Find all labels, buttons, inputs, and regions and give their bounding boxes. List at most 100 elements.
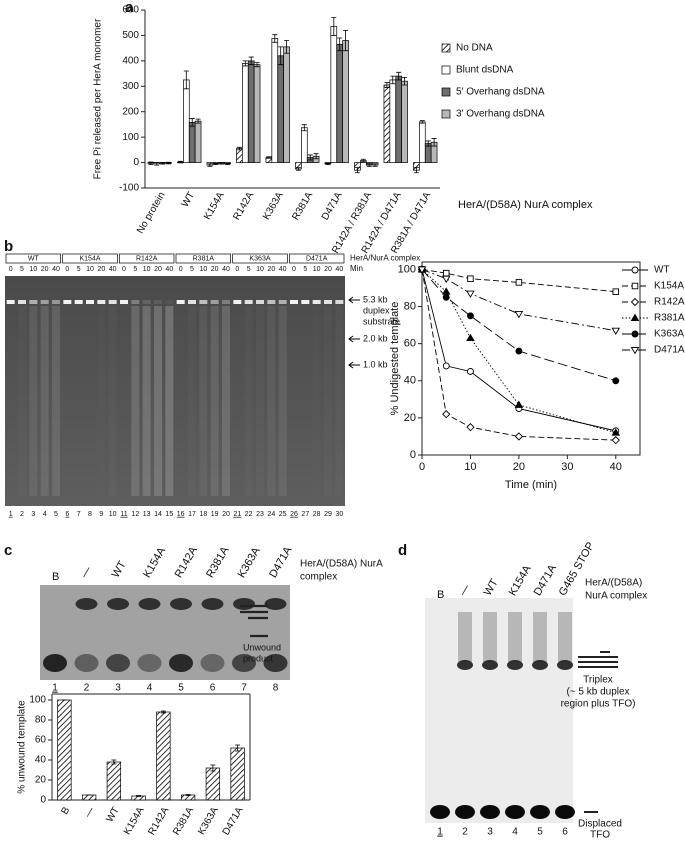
- legend-label: K363A: [654, 329, 684, 340]
- time-label: 5: [133, 266, 137, 273]
- bar: [277, 55, 285, 163]
- gel-band: [86, 300, 94, 304]
- size-marker: 5.3 kb: [363, 294, 388, 304]
- marker: [515, 279, 523, 286]
- bar: [395, 75, 403, 163]
- time-label: 20: [267, 266, 275, 273]
- marker: [611, 327, 621, 336]
- lane-number: 1: [52, 683, 58, 694]
- gel-band: [201, 598, 224, 610]
- gel-band: [169, 654, 193, 672]
- gel-band: [507, 660, 523, 670]
- time-label: 0: [292, 266, 296, 273]
- time-label: 0: [235, 266, 239, 273]
- x-tick-label: 30: [561, 461, 573, 473]
- arrow: [348, 296, 360, 304]
- gel-band: [107, 598, 129, 610]
- legend-label: R381A: [654, 313, 685, 324]
- lane-number: 3: [31, 511, 35, 518]
- lane-header: B: [52, 571, 59, 583]
- gel-smear: [52, 306, 60, 496]
- y-tick-label: 60: [35, 735, 47, 746]
- marker: [611, 428, 621, 436]
- lane-number: 6: [65, 511, 69, 518]
- error-bar: [248, 56, 254, 66]
- gel-band: [267, 300, 276, 304]
- error-bar: [354, 167, 360, 174]
- bar: [419, 121, 426, 163]
- gel-band: [43, 654, 67, 672]
- gel-smear: [97, 306, 105, 496]
- marker: [612, 288, 620, 295]
- gel-band: [199, 300, 208, 304]
- lane-number: 3: [115, 683, 121, 694]
- lane-number: 14: [154, 511, 162, 518]
- y-tick-label: 600: [122, 5, 139, 16]
- gel-smear: [267, 306, 276, 496]
- error-bar: [390, 75, 396, 85]
- group-box: [232, 253, 288, 264]
- triplex-label: (~ 5 kb duplex: [566, 687, 629, 698]
- gel-smear: [533, 612, 547, 662]
- gel-smear: [188, 306, 196, 496]
- group-label: D471A: [306, 255, 328, 262]
- gel-band: [137, 654, 162, 672]
- bar: [330, 26, 338, 163]
- x-tick-label: K363A: [196, 805, 221, 837]
- bar: [81, 794, 97, 801]
- marker: [515, 347, 523, 355]
- lane-header: R142A: [173, 544, 201, 580]
- x-tick-label: 40: [610, 461, 622, 473]
- complex-label: HerA/(D58A): [585, 578, 642, 589]
- legend-marker: [631, 330, 639, 338]
- y-tick-label: 400: [122, 55, 139, 66]
- y-tick-label: 100: [29, 695, 46, 706]
- gel-band: [138, 598, 161, 610]
- time-label: 0: [9, 266, 13, 273]
- marker: [466, 368, 474, 375]
- error-bar: [136, 795, 142, 797]
- lane-number: 8: [88, 511, 92, 518]
- gel-band: [74, 300, 83, 304]
- bar: [242, 63, 249, 163]
- lane-number: 1: [437, 827, 443, 838]
- time-label: 20: [211, 266, 219, 273]
- y-tick-label: 40: [35, 755, 47, 766]
- gel-band: [170, 598, 192, 610]
- y-tick-label: 100: [398, 263, 416, 275]
- lane-header: B: [437, 589, 444, 601]
- time-label: 20: [97, 266, 105, 273]
- lane-number: 9: [99, 511, 103, 518]
- error-bar: [254, 62, 260, 68]
- time-label: 20: [154, 266, 162, 273]
- gel-band: [97, 300, 106, 304]
- lane-header: K154A: [507, 563, 534, 598]
- size-marker: substrate: [363, 316, 400, 326]
- error-bar: [425, 140, 431, 147]
- x-tick-label: 20: [513, 461, 525, 473]
- lane-number: 16: [177, 511, 185, 518]
- x-axis-label: Time (min): [505, 479, 557, 491]
- error-bar: [278, 46, 284, 66]
- legend-label: 3′ Overhang dsDNA: [456, 109, 545, 120]
- lane-number: 28: [313, 511, 321, 518]
- gel-smear: [313, 306, 321, 496]
- x-tick-label: 0: [419, 461, 425, 473]
- gel-band: [176, 300, 185, 304]
- series-line: [421, 269, 616, 382]
- gel-band: [530, 805, 550, 819]
- error-bar: [148, 161, 154, 166]
- time-label: 10: [313, 266, 321, 273]
- gel-smear: [508, 612, 522, 662]
- gel-band: [455, 805, 475, 819]
- y-tick-label: -100: [119, 183, 139, 194]
- gel-smear: [222, 306, 230, 496]
- bar: [283, 46, 290, 163]
- time-label: 5: [247, 266, 251, 273]
- x-tick-label: B: [59, 805, 72, 817]
- error-bar: [213, 162, 219, 166]
- y-tick-label: 20: [404, 412, 416, 424]
- lane-number: 2: [462, 827, 468, 838]
- lane-header: K363A: [236, 545, 263, 580]
- y-tick-label: 80: [35, 715, 47, 726]
